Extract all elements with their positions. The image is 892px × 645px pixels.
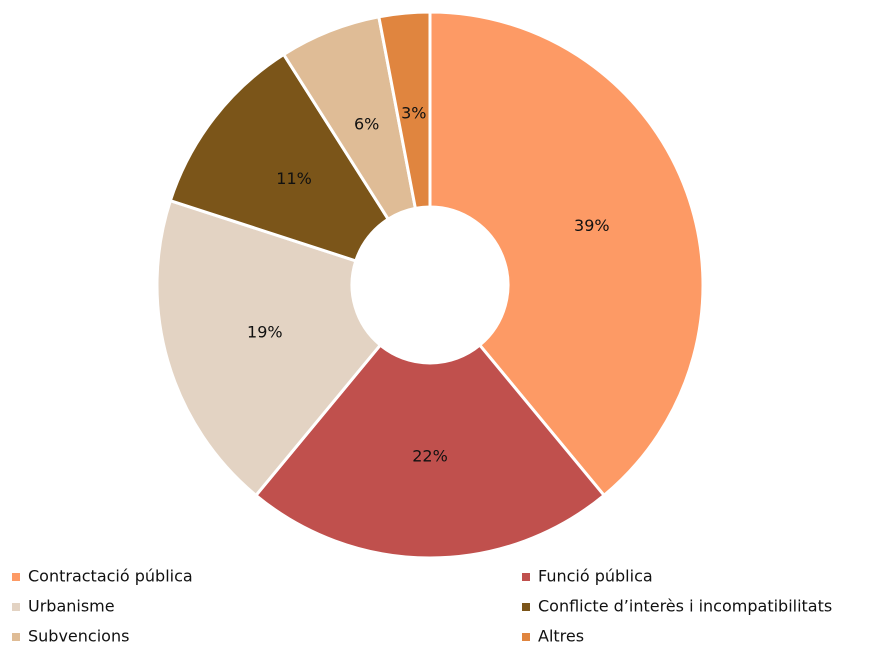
donut-slice xyxy=(155,198,383,498)
donut-slice xyxy=(428,10,705,498)
value-label: 6% xyxy=(354,115,379,134)
legend-label: Funció pública xyxy=(538,567,653,586)
value-label: 19% xyxy=(247,322,283,341)
legend-swatch xyxy=(522,573,530,581)
legend-label: Contractació pública xyxy=(28,567,193,586)
legend-swatch xyxy=(522,603,530,611)
legend-swatch xyxy=(12,573,20,581)
donut-slice xyxy=(253,342,607,560)
legend-label: Conflicte d’interès i incompatibilitats xyxy=(538,597,832,616)
value-label: 3% xyxy=(401,103,426,122)
value-label: 39% xyxy=(574,216,610,235)
legend-swatch xyxy=(522,633,530,641)
legend-label: Subvencions xyxy=(28,627,129,645)
legend-swatch xyxy=(12,633,20,641)
donut-slice xyxy=(168,52,391,263)
legend-label: Altres xyxy=(538,627,584,645)
donut-slice xyxy=(377,10,432,211)
legend-swatch xyxy=(12,603,20,611)
value-label: 11% xyxy=(276,169,312,188)
value-label: 22% xyxy=(412,447,448,466)
legend-label: Urbanisme xyxy=(28,597,115,616)
